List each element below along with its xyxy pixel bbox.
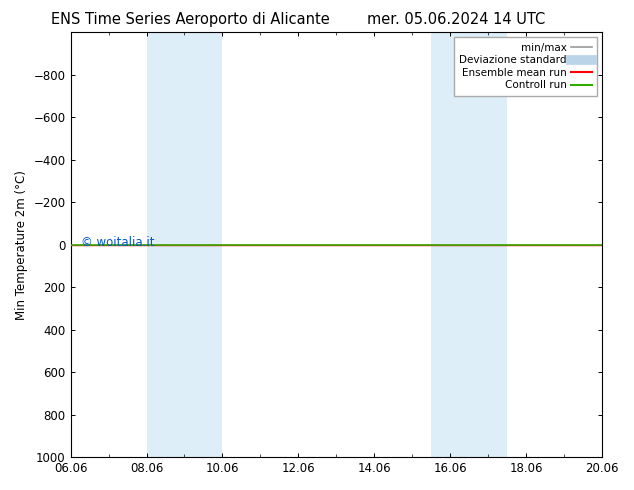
Y-axis label: Min Temperature 2m (°C): Min Temperature 2m (°C)	[15, 170, 28, 319]
Bar	[146, 32, 223, 457]
Text: mer. 05.06.2024 14 UTC: mer. 05.06.2024 14 UTC	[367, 12, 546, 27]
Text: © woitalia.it: © woitalia.it	[81, 236, 155, 249]
Text: ENS Time Series Aeroporto di Alicante: ENS Time Series Aeroporto di Alicante	[51, 12, 330, 27]
Legend: min/max, Deviazione standard, Ensemble mean run, Controll run: min/max, Deviazione standard, Ensemble m…	[454, 37, 597, 96]
Bar	[431, 32, 507, 457]
